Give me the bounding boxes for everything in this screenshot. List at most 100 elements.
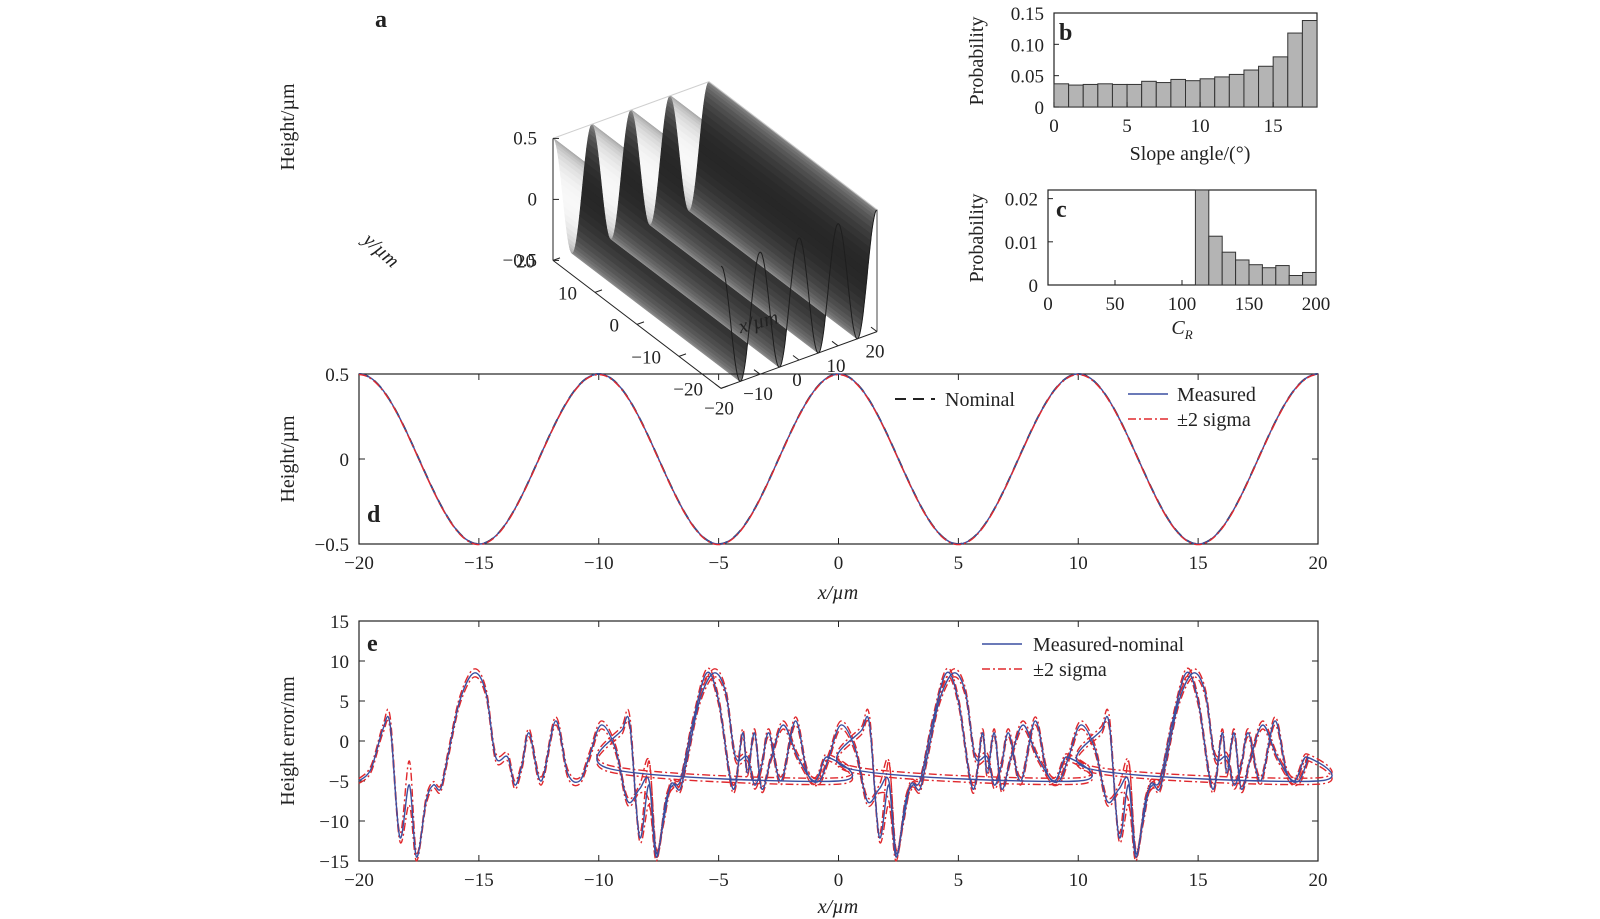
panel-e-y-tick-label: 5 — [340, 692, 350, 713]
surface-front-edge — [721, 209, 878, 382]
panel-c-x-tick-label: 150 — [1235, 294, 1264, 315]
panel-b-bar — [1301, 20, 1318, 108]
panel-c-bar — [1221, 251, 1237, 286]
panel-a-y-tick — [720, 385, 729, 389]
legend-sigma-label: ±2 sigma — [1177, 409, 1251, 431]
panel-b-y-tick-label: 0 — [1035, 98, 1045, 119]
panel-d-x-tick-label: −20 — [344, 553, 374, 574]
panel-e-x-tick-label: 10 — [1069, 870, 1088, 891]
legend-e-sigma-label: ±2 sigma — [1033, 659, 1107, 681]
panel-d-frame — [358, 373, 1319, 545]
panel-a-y-tick — [552, 257, 561, 261]
panel-d-x-tick-label: 0 — [834, 553, 844, 574]
panel-b-y-tick-label: 0.05 — [1011, 67, 1044, 88]
panel-d-x-tick-label: 10 — [1069, 553, 1088, 574]
panel-a-surface — [552, 81, 878, 382]
panel-e-y-tick-label: −10 — [319, 812, 349, 833]
panel-a-x-tick-label: 20 — [866, 342, 885, 363]
panel-a-x-tick — [792, 355, 800, 361]
panel-b-bar — [1199, 78, 1216, 108]
panel-e-x-tick-label: −10 — [584, 870, 614, 891]
panel-a-z-tick-label: −0.5 — [503, 250, 537, 271]
panel-d-x-tick-label: 15 — [1189, 553, 1208, 574]
panel-e-lines — [358, 667, 1333, 862]
panel-b-x-tick-label: 15 — [1264, 116, 1283, 137]
panel-d-label: d — [367, 502, 381, 528]
panel-b-ylabel: Probability — [966, 17, 988, 106]
panel-b-xlabel: Slope angle/(°) — [1130, 143, 1251, 165]
panel-d-x-tick-label: 20 — [1309, 553, 1328, 574]
panel-c-bar — [1248, 264, 1263, 286]
panel-b-bar — [1053, 83, 1070, 108]
panel-e-label: e — [367, 631, 378, 657]
panel-b-bar — [1272, 56, 1289, 108]
panel-c-xlabel: CR — [1171, 317, 1192, 342]
panel-b-label: b — [1059, 20, 1072, 46]
panel-c-bar — [1302, 271, 1317, 286]
panel-a-back-top-edge — [552, 81, 710, 139]
panel-c-y-tick-label: 0.01 — [1005, 233, 1038, 254]
panel-e-x-tick-label: 15 — [1189, 870, 1208, 891]
panel-b-y-tick-label: 0.10 — [1011, 35, 1044, 56]
panel-d-x-tick-label: −10 — [584, 553, 614, 574]
panel-b-ticks: 0 5 10 15 0 0.05 0.10 0.15 — [1011, 4, 1283, 137]
panel-d-ylabel: Height/µm — [277, 415, 299, 503]
panel-d-ticks: −20 −15 −10 −5 0 5 10 15 20 0.5 0 −0.5 — [315, 365, 1328, 574]
panel-e-x-tick-label: 20 — [1309, 870, 1328, 891]
legend-measured-label: Measured — [1177, 384, 1256, 406]
panel-a-x-ticks: −20 −10 0 10 20 — [704, 326, 885, 419]
panel-b-bar — [1082, 83, 1099, 108]
panel-c-bar — [1235, 259, 1250, 286]
panel-a-x-tick — [714, 383, 722, 389]
panel-b-x-tick-label: 10 — [1191, 116, 1210, 137]
panel-e-xlabel: x/µm — [817, 896, 858, 918]
panel-b-x-tick-label: 5 — [1122, 116, 1132, 137]
panel-e-y-tick-label: −15 — [319, 852, 349, 873]
panel-b-bar — [1228, 73, 1245, 108]
panel-c-y-tick-label: 0 — [1029, 276, 1039, 297]
panel-a-x-tick — [870, 326, 878, 333]
panel-a-x-tick-label: −10 — [743, 384, 773, 405]
panel-a-zlabel: Height/µm — [277, 83, 299, 171]
panel-d-lines — [358, 373, 1319, 546]
panel-a-ylabel: y/µm — [357, 228, 403, 273]
panel-a: a 0.5 0 −0.5 20 10 0 −10 −20 −20 −10 0 10 20 Heigh… — [277, 7, 885, 419]
panel-b-bar — [1111, 83, 1128, 108]
panel-e-y-tick-label: 10 — [330, 652, 349, 673]
panel-c-y-tick-label: 0.02 — [1005, 190, 1038, 211]
panel-b: 0 5 10 15 0 0.05 0.10 0.15 b Slope angle/(°) Pr… — [966, 4, 1318, 165]
panel-b-bar — [1155, 82, 1172, 108]
legend-measured-nominal-label: Measured-nominal — [1033, 634, 1185, 656]
panel-a-y-tick — [594, 289, 603, 293]
panel-e-x-tick-label: −20 — [344, 870, 374, 891]
panel-d-sigma-line — [358, 373, 1319, 546]
panel-d-measured-line — [358, 373, 1319, 545]
panel-e-y-tick-label: 15 — [330, 612, 349, 633]
panel-d-x-tick-label: 5 — [954, 553, 964, 574]
panel-e-measured-line — [358, 671, 1333, 858]
panel-b-x-tick-label: 0 — [1049, 116, 1059, 137]
panel-e-sigma-lower-line — [358, 675, 1333, 862]
panel-b-bar — [1287, 32, 1303, 108]
panel-b-bar — [1126, 83, 1143, 108]
panel-e-ylabel: Height error/nm — [277, 676, 299, 806]
panel-c-bar — [1208, 235, 1223, 286]
panel-c-bar — [1288, 275, 1304, 286]
panel-a-right-top-edge — [708, 81, 878, 210]
panel-b-bar — [1097, 83, 1113, 108]
panel-d-xlabel: x/µm — [817, 582, 858, 604]
panel-a-y-tick-label: −20 — [673, 379, 703, 400]
panel-a-y-tick-label: 20 — [516, 251, 535, 272]
panel-a-x-tick — [831, 340, 839, 347]
panel-e-x-tick-label: −5 — [709, 870, 729, 891]
panel-b-bar — [1068, 84, 1084, 108]
panel-c-ticks: 0 50 100 150 200 0 0.01 0.02 — [1005, 190, 1331, 315]
panel-e-x-tick-label: 0 — [834, 870, 844, 891]
panel-a-z-tick-label: 0 — [528, 189, 538, 210]
panel-c: 0 50 100 150 200 0 0.01 0.02 c CR Probability — [966, 189, 1331, 342]
panel-d-nominal-line — [358, 373, 1319, 545]
panel-d-y-tick-label: 0.5 — [325, 365, 349, 386]
panel-c-x-tick-label: 100 — [1168, 294, 1197, 315]
